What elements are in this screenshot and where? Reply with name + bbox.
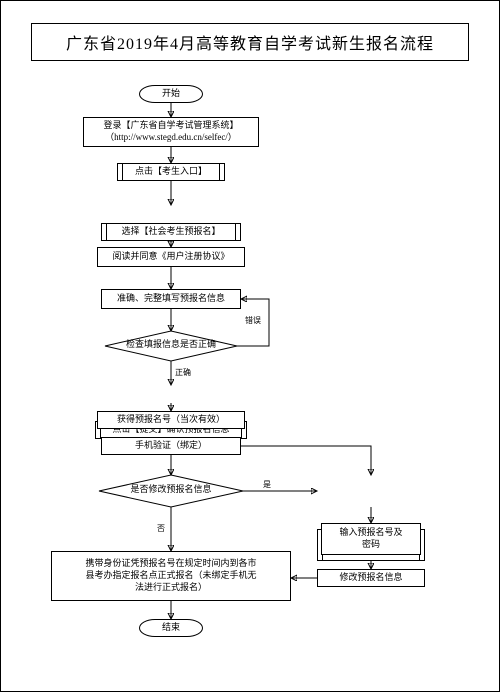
- node-start: 开始: [139, 85, 203, 103]
- node-phone: 手机验证（绑定）: [101, 437, 241, 455]
- node-modinfo: 修改预报名信息: [317, 569, 425, 587]
- node-carry: 携带身份证凭预报名号在规定时间内到各市县考办指定报名点正式报名（未绑定手机无法进…: [51, 551, 291, 601]
- edge-label-ok: 正确: [175, 367, 191, 378]
- page: 广东省2019年4月高等教育自学考试新生报名流程: [0, 0, 500, 692]
- node-login: 登录【广东省自学考试管理系统】（http://www.stegd.edu.cn/…: [83, 117, 259, 147]
- node-check: [105, 331, 237, 361]
- node-fill: 准确、完整填写预报名信息: [101, 289, 241, 309]
- node-getnum: 获得预报名号（当次有效）: [97, 411, 245, 429]
- page-title: 广东省2019年4月高等教育自学考试新生报名流程: [31, 23, 469, 61]
- edge-label-no: 否: [157, 523, 165, 534]
- node-agree: 阅读并同意《用户注册协议》: [97, 247, 245, 267]
- flowchart-canvas: 开始 登录【广东省自学考试管理系统】（http://www.stegd.edu.…: [1, 71, 500, 681]
- node-select: 选择【社会考生预报名】: [101, 223, 241, 241]
- node-click: 点击【考生入口】: [117, 163, 225, 181]
- edge-label-error: 错误: [245, 315, 261, 326]
- node-end: 结束: [139, 619, 203, 637]
- node-modifyq: [99, 475, 243, 507]
- edge-label-yes: 是: [263, 479, 271, 490]
- node-input: 输入预报名号及密码: [321, 523, 421, 555]
